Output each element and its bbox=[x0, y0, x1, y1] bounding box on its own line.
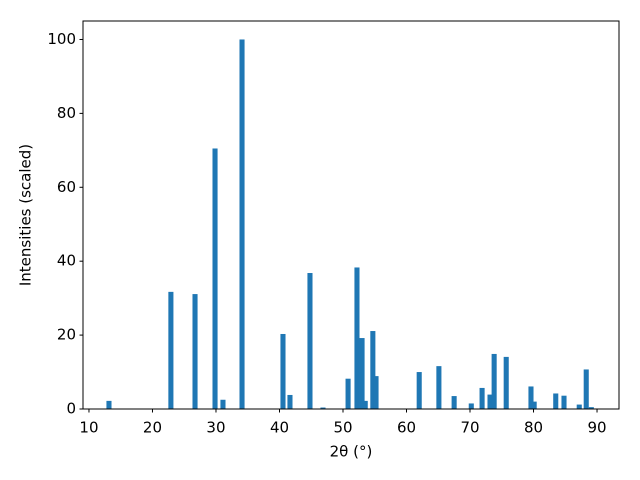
bar bbox=[503, 356, 509, 409]
x-tick-label: 70 bbox=[460, 419, 479, 437]
bar bbox=[370, 331, 376, 409]
y-tick-label: 40 bbox=[57, 252, 76, 270]
axes-frame bbox=[82, 20, 620, 410]
bar bbox=[561, 395, 567, 409]
x-tick-label: 90 bbox=[587, 419, 606, 437]
bar bbox=[436, 366, 442, 409]
y-tick-label: 80 bbox=[57, 104, 76, 122]
y-tick-label: 100 bbox=[47, 30, 76, 48]
bar bbox=[487, 394, 493, 409]
bar bbox=[416, 372, 422, 409]
bar bbox=[451, 396, 457, 409]
bar bbox=[491, 353, 497, 409]
x-tick-label: 60 bbox=[397, 419, 416, 437]
x-tick-label: 80 bbox=[524, 419, 543, 437]
bar bbox=[362, 400, 368, 409]
bar bbox=[354, 267, 360, 409]
bar bbox=[280, 333, 286, 409]
bar bbox=[583, 369, 589, 409]
bar bbox=[192, 294, 198, 409]
bar bbox=[168, 291, 174, 409]
y-axis-label: Intensities (scaled) bbox=[17, 144, 35, 286]
bar bbox=[212, 148, 218, 409]
bar bbox=[106, 400, 112, 409]
y-tick-label: 20 bbox=[57, 326, 76, 344]
bar bbox=[528, 386, 534, 409]
y-tick-label: 60 bbox=[57, 178, 76, 196]
bar bbox=[220, 399, 226, 409]
bar bbox=[239, 39, 245, 409]
bar bbox=[468, 403, 474, 409]
x-tick-label: 10 bbox=[79, 419, 98, 437]
x-axis-label: 2θ (°) bbox=[330, 443, 373, 461]
bar bbox=[359, 338, 365, 409]
bar bbox=[287, 394, 293, 409]
x-tick-label: 40 bbox=[270, 419, 289, 437]
bar bbox=[553, 393, 559, 409]
bar bbox=[576, 404, 582, 409]
bar bbox=[373, 376, 379, 409]
bar bbox=[588, 407, 594, 409]
x-tick-label: 30 bbox=[206, 419, 225, 437]
x-tick-label: 50 bbox=[333, 419, 352, 437]
bar bbox=[479, 387, 485, 409]
bar bbox=[307, 273, 313, 409]
bar bbox=[320, 407, 326, 409]
y-tick-label: 0 bbox=[66, 400, 76, 418]
bar bbox=[345, 378, 351, 409]
x-tick-label: 20 bbox=[143, 419, 162, 437]
bar bbox=[531, 401, 537, 409]
